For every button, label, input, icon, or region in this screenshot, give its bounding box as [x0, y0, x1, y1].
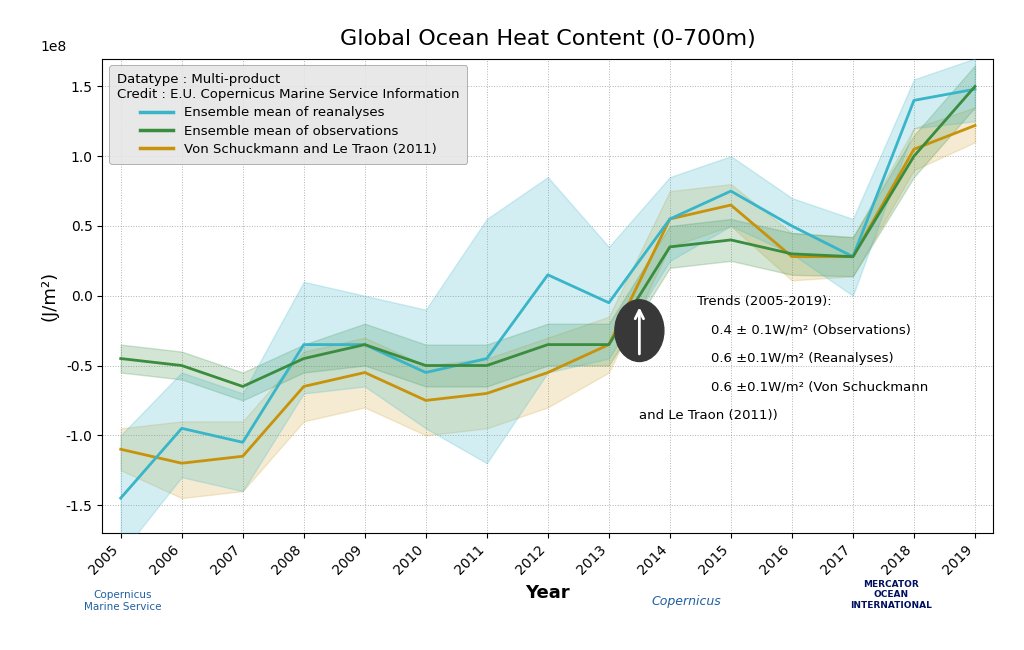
X-axis label: Year: Year	[525, 584, 570, 603]
Ensemble mean of observations	[115, 355, 127, 363]
Text: 0.6 ±0.1W/m² (Reanalyses): 0.6 ±0.1W/m² (Reanalyses)	[711, 352, 893, 365]
Von Schuckmann and Le Traon (2011)	[785, 253, 798, 261]
Ensemble mean of reanalyses	[603, 299, 615, 307]
Ensemble mean of observations	[664, 243, 676, 251]
Text: Copernicus
Marine Service: Copernicus Marine Service	[84, 590, 162, 612]
Von Schuckmann and Le Traon (2011)	[115, 445, 127, 453]
Ensemble mean of reanalyses	[785, 222, 798, 230]
Ensemble mean of observations	[725, 236, 737, 244]
Ensemble mean of reanalyses	[237, 438, 249, 446]
Ensemble mean of observations	[969, 83, 981, 90]
Title: Global Ocean Heat Content (0-700m): Global Ocean Heat Content (0-700m)	[340, 29, 756, 49]
Text: 0.4 ± 0.1W/m² (Observations): 0.4 ± 0.1W/m² (Observations)	[711, 324, 910, 337]
Ensemble mean of reanalyses	[358, 341, 371, 348]
Ensemble mean of reanalyses	[542, 271, 554, 279]
Von Schuckmann and Le Traon (2011)	[969, 122, 981, 129]
Legend: Ensemble mean of reanalyses, Ensemble mean of observations, Von Schuckmann and L: Ensemble mean of reanalyses, Ensemble me…	[109, 65, 467, 164]
Ensemble mean of observations	[785, 250, 798, 258]
Von Schuckmann and Le Traon (2011)	[725, 201, 737, 209]
Ensemble mean of reanalyses	[908, 96, 921, 104]
Von Schuckmann and Le Traon (2011)	[908, 146, 921, 153]
Von Schuckmann and Le Traon (2011)	[664, 215, 676, 223]
Ensemble mean of observations	[175, 361, 187, 369]
Text: 1e8: 1e8	[40, 40, 67, 54]
Text: and Le Traon (2011)): and Le Traon (2011))	[639, 409, 778, 422]
Ensemble mean of observations	[542, 341, 554, 348]
Von Schuckmann and Le Traon (2011)	[480, 389, 493, 397]
Von Schuckmann and Le Traon (2011)	[175, 460, 187, 467]
Ensemble mean of observations	[237, 383, 249, 391]
Ensemble mean of reanalyses	[175, 424, 187, 432]
Line: Ensemble mean of observations: Ensemble mean of observations	[121, 86, 975, 387]
Text: MERCATOR
OCEAN
INTERNATIONAL: MERCATOR OCEAN INTERNATIONAL	[850, 580, 932, 610]
Ensemble mean of observations	[298, 355, 310, 363]
Text: Trends (2005-2019):: Trends (2005-2019):	[697, 295, 831, 308]
Von Schuckmann and Le Traon (2011)	[420, 396, 432, 404]
Ensemble mean of observations	[420, 361, 432, 369]
Ensemble mean of reanalyses	[420, 369, 432, 376]
Text: Copernicus: Copernicus	[651, 595, 721, 608]
Text: 0.6 ±0.1W/m² (Von Schuckmann: 0.6 ±0.1W/m² (Von Schuckmann	[711, 380, 928, 393]
Ensemble mean of reanalyses	[298, 341, 310, 348]
Von Schuckmann and Le Traon (2011)	[237, 452, 249, 460]
Ensemble mean of observations	[603, 341, 615, 348]
Von Schuckmann and Le Traon (2011)	[542, 369, 554, 376]
Von Schuckmann and Le Traon (2011)	[847, 253, 859, 261]
Ellipse shape	[614, 300, 664, 361]
Ensemble mean of reanalyses	[664, 215, 676, 223]
Von Schuckmann and Le Traon (2011)	[603, 341, 615, 348]
Ensemble mean of reanalyses	[480, 355, 493, 363]
Y-axis label: (J/m²): (J/m²)	[41, 270, 58, 321]
Von Schuckmann and Le Traon (2011)	[298, 383, 310, 391]
Ensemble mean of observations	[358, 341, 371, 348]
Ensemble mean of observations	[908, 152, 921, 160]
Ensemble mean of observations	[480, 361, 493, 369]
Von Schuckmann and Le Traon (2011)	[358, 369, 371, 376]
Ensemble mean of observations	[847, 253, 859, 261]
Line: Von Schuckmann and Le Traon (2011): Von Schuckmann and Le Traon (2011)	[121, 125, 975, 463]
Ensemble mean of reanalyses	[969, 85, 981, 93]
Ensemble mean of reanalyses	[725, 187, 737, 195]
Line: Ensemble mean of reanalyses: Ensemble mean of reanalyses	[121, 89, 975, 498]
Ensemble mean of reanalyses	[115, 494, 127, 502]
Ensemble mean of reanalyses	[847, 253, 859, 261]
